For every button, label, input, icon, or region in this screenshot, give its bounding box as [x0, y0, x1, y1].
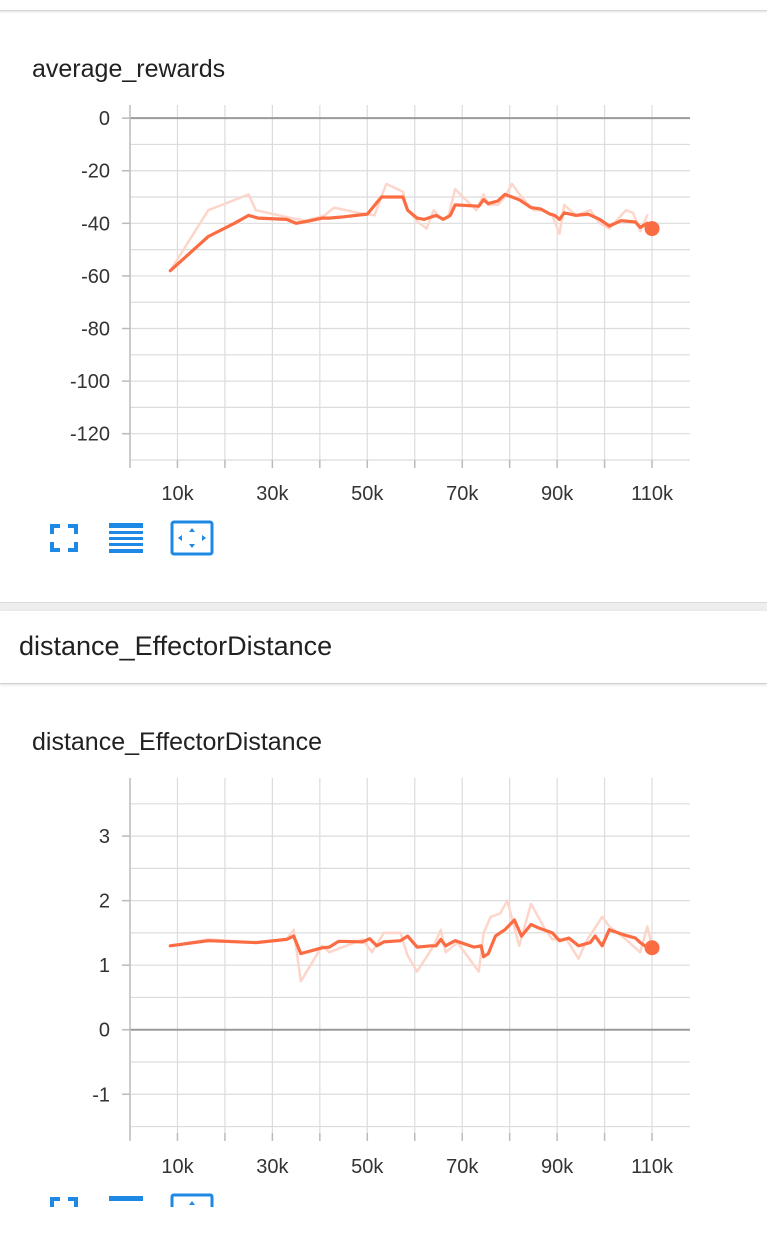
y-tick-label: -1	[92, 1084, 110, 1106]
x-tick-label: 10k	[161, 1156, 194, 1178]
toggle-y-log-icon[interactable]	[108, 520, 144, 556]
y-tick-label: 2	[99, 891, 110, 913]
x-tick-label: 70k	[446, 483, 479, 505]
x-tick-label: 30k	[256, 483, 289, 505]
fit-domain-icon[interactable]	[170, 1193, 214, 1229]
effector-distance-chart[interactable]: 3 2 1 0 -1 10k 30k 50k 70k 90k 110k	[0, 773, 767, 1183]
x-tick-label: 30k	[256, 1156, 289, 1178]
y-tick-label: -80	[81, 319, 110, 341]
y-tick-label: 0	[99, 1020, 110, 1042]
x-tick-label: 70k	[446, 1156, 479, 1178]
y-tick-label: 3	[99, 826, 110, 848]
y-tick-label: -60	[81, 266, 110, 288]
fit-to-screen-icon[interactable]	[46, 520, 82, 556]
chart-title: distance_EffectorDistance	[32, 728, 322, 756]
last-point-marker	[644, 221, 660, 237]
x-tick-label: 110k	[631, 1156, 674, 1178]
y-tick-label: 0	[99, 108, 110, 130]
fit-to-screen-icon[interactable]	[46, 1193, 82, 1229]
x-tick-label: 110k	[631, 483, 674, 505]
toggle-y-log-icon[interactable]	[108, 1193, 144, 1229]
y-tick-label: -20	[81, 161, 110, 183]
x-tick-label: 50k	[351, 483, 384, 505]
y-tick-label: -100	[70, 371, 110, 393]
y-tick-label: -120	[70, 424, 110, 446]
average-rewards-chart[interactable]: 0 -20 -40 -60 -80 -100 -120 10k 30k 50k 70k 90k 110k	[0, 100, 767, 510]
section-separator	[0, 602, 767, 611]
y-tick-label: 1	[99, 955, 110, 977]
chart-toolbar	[46, 1193, 226, 1229]
fit-domain-icon[interactable]	[170, 520, 214, 556]
x-tick-label: 90k	[541, 483, 574, 505]
smoothed-series-line	[168, 192, 654, 273]
chart-toolbar	[46, 520, 226, 556]
section-header[interactable]: distance_EffectorDistance	[0, 611, 767, 684]
smoothed-series-line	[168, 918, 654, 959]
last-point-marker	[644, 940, 660, 956]
x-tick-label: 90k	[541, 1156, 574, 1178]
y-tick-label: -40	[81, 213, 110, 235]
x-tick-label: 50k	[351, 1156, 384, 1178]
x-tick-label: 10k	[161, 483, 194, 505]
raw-series-line	[169, 899, 654, 983]
chart-title: average_rewards	[32, 55, 226, 83]
section-header-title: distance_EffectorDistance	[19, 631, 333, 661]
card-top-edge	[0, 0, 767, 11]
